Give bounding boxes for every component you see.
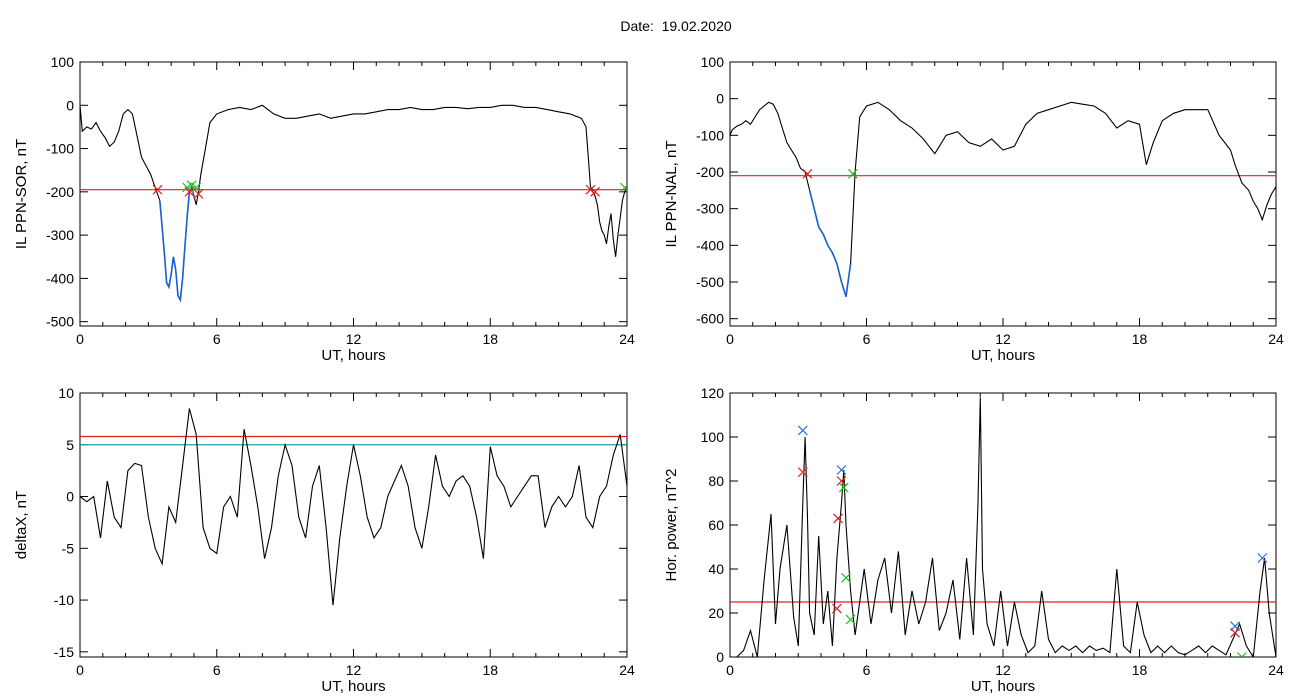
y-tick-label: -200 <box>696 164 724 180</box>
y-tick-label: 100 <box>701 429 725 445</box>
marker-red <box>832 603 842 614</box>
x-tick-label: 18 <box>1132 662 1148 678</box>
y-tick-label: 0 <box>716 649 724 665</box>
chart-panel-nal: 0 6 12 18 24 -600 -500 -400 -300 -200 -100 0 100 UT, … <box>663 54 1284 364</box>
chart-panel-power: 0 6 12 18 24 0 20 40 60 80 100 120 UT, hours Hor. pow… <box>663 385 1284 695</box>
x-tick-label: 24 <box>1268 662 1284 678</box>
y-tick-label: -600 <box>696 311 724 327</box>
x-tick-label: 12 <box>346 331 362 347</box>
marker-red <box>152 184 163 195</box>
y-tick-label: 5 <box>66 437 74 453</box>
y-tick-label: -10 <box>54 592 74 608</box>
x-tick-label: 24 <box>619 331 635 347</box>
y-tick-label: 40 <box>708 561 724 577</box>
y-tick-label: 20 <box>708 605 724 621</box>
x-axis-label: UT, hours <box>971 678 1035 695</box>
x-axis-label: UT, hours <box>321 678 385 695</box>
x-tick-label: 18 <box>482 331 498 347</box>
x-tick-label: 24 <box>1268 331 1284 347</box>
x-tick-label: 0 <box>76 662 84 678</box>
series-line <box>730 397 1276 657</box>
y-axis-label: Hor. power, nT^2 <box>663 469 680 582</box>
plot-area <box>80 408 627 606</box>
x-tick-label: 12 <box>346 662 362 678</box>
y-tick-label: -100 <box>696 127 724 143</box>
x-tick-label: 24 <box>619 662 635 678</box>
y-tick-label: -300 <box>696 201 724 217</box>
x-tick-label: 18 <box>482 662 498 678</box>
plot-area <box>730 397 1276 657</box>
x-tick-label: 0 <box>76 331 84 347</box>
y-tick-label: 10 <box>58 385 74 401</box>
x-tick-label: 0 <box>726 662 734 678</box>
marker-blue <box>797 425 808 436</box>
chart-panel-sor: 0 6 12 18 24 -500 -400 -300 -200 -100 0 100 UT, hour… <box>13 54 635 364</box>
y-tick-label: -5 <box>62 540 75 556</box>
marker-green <box>619 182 627 193</box>
marker-green <box>1236 652 1247 657</box>
x-tick-label: 18 <box>1132 331 1148 347</box>
marker-green <box>845 614 856 625</box>
plot-frame <box>729 392 1277 658</box>
y-tick-label: 60 <box>708 517 724 533</box>
series-line <box>80 104 627 302</box>
plot-area <box>80 104 627 303</box>
y-tick-label: 80 <box>708 473 724 489</box>
x-tick-label: 0 <box>726 331 734 347</box>
marker-red <box>802 168 813 179</box>
marker-red <box>193 189 204 199</box>
y-tick-label: -300 <box>46 227 74 243</box>
marker-red <box>1230 627 1240 638</box>
y-tick-label: 100 <box>701 54 725 70</box>
y-tick-label: -400 <box>46 270 74 286</box>
marker-green <box>847 168 858 179</box>
marker-red <box>184 186 195 197</box>
plot-frame <box>729 61 1277 327</box>
series-line <box>730 101 1276 297</box>
marker-green <box>841 572 851 583</box>
y-axis-label: IL PPN-SOR, nT <box>13 139 30 249</box>
highlighted-segment <box>159 185 195 303</box>
x-tick-label: 6 <box>863 662 871 678</box>
y-tick-label: -15 <box>54 644 74 660</box>
y-axis-label: IL PPN-NAL, nT <box>663 141 680 248</box>
y-tick-label: 100 <box>51 54 75 70</box>
highlighted-segment <box>808 190 852 297</box>
marker-red <box>590 186 601 197</box>
marker-green <box>191 182 202 193</box>
x-tick-label: 12 <box>995 331 1011 347</box>
x-tick-label: 6 <box>213 331 221 347</box>
y-tick-label: 0 <box>66 489 74 505</box>
x-axis-label: UT, hours <box>971 347 1035 364</box>
marker-red <box>836 476 847 486</box>
y-tick-label: -500 <box>46 314 74 330</box>
marker-red <box>797 467 808 478</box>
plot-area <box>730 101 1276 297</box>
y-axis-label: deltaX, nT <box>13 491 30 559</box>
chart-panel-deltax: 0 6 12 18 24 -15 -10 -5 0 5 10 UT, hours deltaX, nT <box>13 385 635 695</box>
y-tick-label: 0 <box>66 97 74 113</box>
marker-blue <box>836 465 847 475</box>
x-tick-label: 12 <box>995 662 1011 678</box>
figure-title: Date: 19.02.2020 <box>620 18 732 34</box>
marker-blue <box>1257 553 1268 563</box>
marker-green <box>838 482 849 493</box>
y-tick-label: -100 <box>46 141 74 157</box>
x-axis-label: UT, hours <box>321 347 385 364</box>
y-tick-label: -500 <box>696 274 724 290</box>
x-tick-label: 6 <box>213 662 221 678</box>
y-tick-label: 0 <box>716 91 724 107</box>
y-tick-label: -400 <box>696 237 724 253</box>
marker-red <box>833 513 843 524</box>
y-tick-label: 120 <box>701 385 725 401</box>
x-tick-label: 6 <box>863 331 871 347</box>
series-line <box>80 408 627 606</box>
y-tick-label: -200 <box>46 184 74 200</box>
